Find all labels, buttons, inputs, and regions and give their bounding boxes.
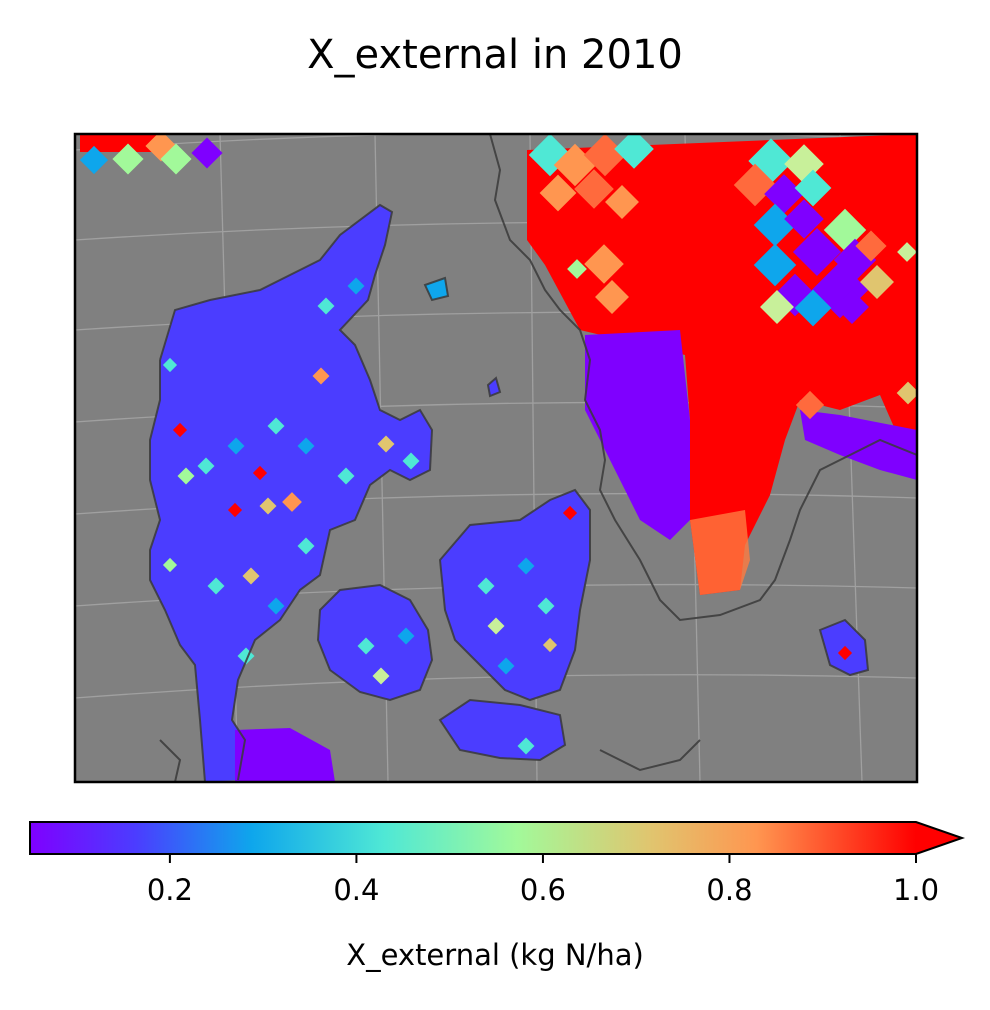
funen-land bbox=[318, 585, 432, 700]
colorbar-gradient bbox=[30, 822, 916, 854]
colorbar-tick-label: 0.2 bbox=[147, 873, 193, 907]
colorbar-label: X_external (kg N/ha) bbox=[346, 938, 644, 972]
sweden-east-low bbox=[800, 410, 917, 480]
colorbar-extend-arrow bbox=[916, 822, 962, 854]
colorbar-tick-label: 0.6 bbox=[520, 873, 566, 907]
sweden-hatched-band bbox=[690, 510, 750, 595]
colorbar-ticks: 0.2 0.4 0.6 0.8 1.0 bbox=[147, 854, 939, 907]
colorbar-tick-label: 0.8 bbox=[706, 873, 752, 907]
map-title: X_external in 2010 bbox=[307, 32, 683, 78]
south-jutland-low bbox=[235, 728, 335, 782]
denmark-pixel-texture bbox=[162, 277, 578, 755]
sweden-low-region bbox=[585, 330, 690, 540]
top-left-pixels bbox=[79, 134, 223, 175]
map-frame bbox=[73, 132, 919, 784]
lolland-land bbox=[440, 700, 565, 760]
coastlines bbox=[149, 134, 917, 782]
colorbar: 0.2 0.4 0.6 0.8 1.0 bbox=[29, 821, 966, 907]
colorbar-tick-label: 1.0 bbox=[893, 873, 939, 907]
colorbar-tick-label: 0.4 bbox=[333, 873, 379, 907]
